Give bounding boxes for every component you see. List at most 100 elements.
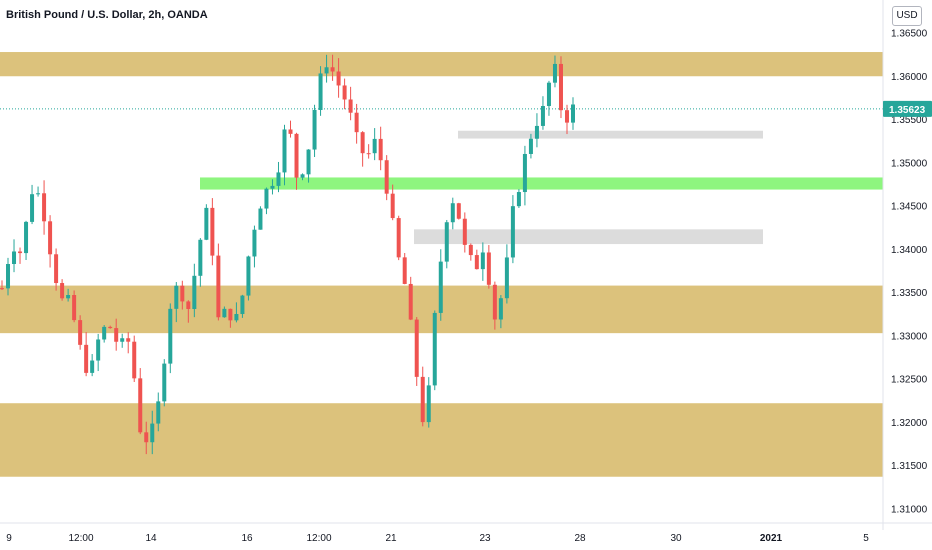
candle — [348, 86, 353, 121]
candle-body — [450, 203, 455, 223]
candle-body — [342, 85, 347, 100]
candle — [426, 377, 431, 428]
candle-body — [126, 338, 131, 342]
zone-demand-5[interactable] — [0, 403, 883, 477]
candle-body — [264, 188, 269, 209]
candle-body — [6, 264, 11, 289]
candle — [288, 120, 293, 138]
candle — [102, 324, 107, 343]
candle — [456, 202, 461, 220]
candle — [330, 54, 335, 81]
candle-body — [0, 288, 4, 290]
candle — [120, 333, 125, 348]
candle-body — [276, 172, 281, 186]
candle-body — [318, 73, 323, 110]
candle-body — [516, 192, 521, 207]
candle — [516, 189, 521, 209]
time-tick-label: 23 — [479, 533, 491, 544]
last-price-label: 1.35623 — [889, 105, 926, 116]
candle-body — [48, 221, 53, 255]
time-tick-label: 2021 — [760, 533, 783, 544]
candle — [264, 187, 269, 215]
candle-body — [432, 312, 437, 386]
candle — [396, 215, 401, 261]
candle — [12, 239, 17, 273]
candle — [162, 359, 167, 407]
candle — [132, 335, 137, 382]
candle-body — [426, 385, 431, 423]
candle-body — [396, 218, 401, 258]
candle — [108, 325, 113, 329]
candle-body — [174, 285, 179, 309]
candle — [42, 180, 47, 235]
candle-body — [270, 185, 275, 189]
time-tick-label: 30 — [670, 533, 682, 544]
candle-body — [372, 138, 377, 154]
price-tick-label: 1.36500 — [891, 29, 928, 40]
candle-body — [240, 295, 245, 315]
candle-body — [102, 326, 107, 340]
candle — [24, 220, 29, 260]
candle-body — [156, 401, 161, 424]
candle-body — [132, 341, 137, 379]
candle-body — [108, 326, 113, 329]
candle — [534, 113, 539, 148]
candle-body — [186, 301, 191, 310]
candle — [444, 219, 449, 269]
candle — [420, 366, 425, 427]
candle — [204, 204, 209, 241]
price-tick-label: 1.34500 — [891, 202, 928, 213]
candle — [228, 308, 233, 328]
candle-body — [144, 432, 149, 443]
candle — [438, 249, 443, 321]
candle-body — [480, 252, 485, 270]
candle-body — [384, 160, 389, 194]
candle — [276, 161, 281, 193]
candle-body — [18, 251, 23, 254]
candle — [354, 103, 359, 144]
candle-body — [414, 319, 419, 377]
candle-body — [564, 110, 569, 123]
candle-body — [546, 82, 551, 107]
candle-body — [24, 221, 29, 254]
candle — [360, 131, 365, 167]
candle-body — [210, 207, 215, 256]
candle — [150, 410, 155, 455]
candle — [294, 132, 299, 190]
candle — [66, 288, 71, 302]
candle-body — [36, 193, 41, 195]
candle — [414, 317, 419, 386]
candle-body — [438, 261, 443, 313]
candle-body — [456, 203, 461, 219]
candle-body — [486, 252, 491, 285]
candle — [372, 128, 377, 161]
candle-body — [420, 376, 425, 423]
zone-support-1[interactable] — [200, 177, 883, 190]
candle-body — [378, 138, 383, 161]
candle-body — [540, 106, 545, 126]
candle-body — [72, 295, 77, 321]
candle-body — [294, 133, 299, 178]
candle — [246, 255, 251, 301]
candle — [198, 238, 203, 287]
candle — [78, 315, 83, 350]
candle — [90, 354, 95, 377]
candle — [54, 248, 59, 291]
zone-gray-2[interactable] — [458, 130, 763, 139]
time-tick-label: 28 — [574, 533, 586, 544]
currency-button[interactable]: USD — [892, 6, 922, 26]
zone-supply-0[interactable] — [0, 52, 883, 77]
candle — [312, 104, 317, 158]
time-tick-label: 12:00 — [68, 533, 93, 544]
candle-body — [138, 378, 143, 433]
candle — [300, 173, 305, 181]
price-tick-label: 1.32500 — [891, 375, 928, 386]
candle-body — [288, 129, 293, 134]
candle — [450, 197, 455, 230]
candle-body — [354, 112, 359, 133]
zone-gray-3[interactable] — [414, 229, 763, 245]
candle-body — [54, 254, 59, 284]
candle-body — [552, 63, 557, 83]
price-tick-label: 1.35500 — [891, 115, 928, 126]
